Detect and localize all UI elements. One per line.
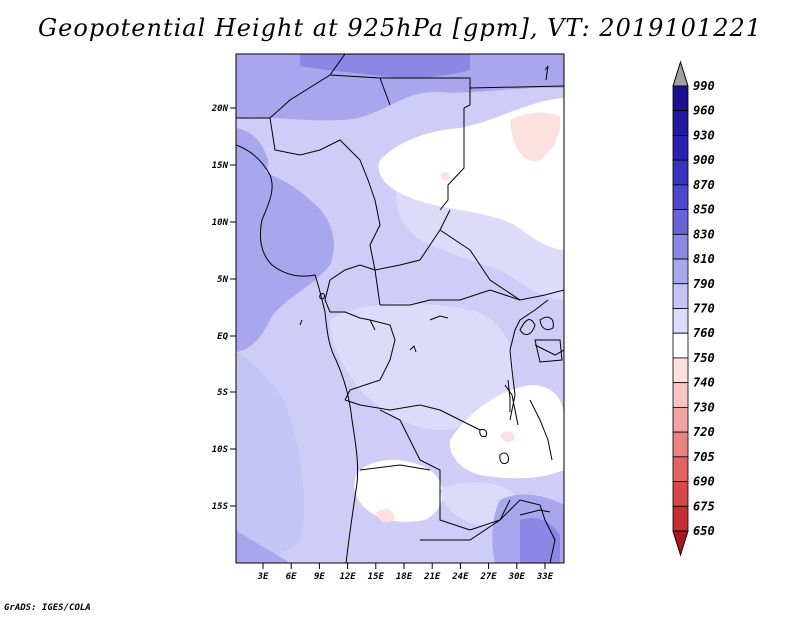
lon-label: 27E — [479, 572, 497, 582]
lat-label: 5N — [217, 275, 228, 285]
colorbar-label: 750 — [693, 351, 715, 365]
colorbar-label: 690 — [693, 475, 715, 489]
colorbar-segment — [672, 233, 689, 260]
grads-credit: GrADS: IGES/COLA — [4, 603, 91, 613]
lat-label: 10S — [212, 445, 229, 455]
boundaries — [236, 54, 564, 563]
field-west-high — [236, 160, 334, 352]
colorbar-segment — [672, 258, 689, 285]
colorbar-label: 850 — [693, 203, 715, 217]
colorbar-segment — [672, 135, 689, 161]
lon-label: 12E — [339, 572, 356, 582]
colorbar-label: 740 — [693, 376, 715, 390]
colorbar-label: 830 — [693, 227, 715, 241]
colorbar-segment — [672, 159, 689, 186]
colorbar-label: 730 — [693, 400, 715, 414]
latitude-axis: 20N 15N 10N 5N EQ 5S 10S 15S — [211, 104, 236, 512]
colorbar-segment — [672, 505, 689, 532]
colorbar-label: 770 — [693, 302, 715, 316]
colorbar-segment — [672, 431, 689, 458]
lon-label: 3E — [257, 572, 269, 582]
longitude-axis: 3E 6E 9E 12E 15E 18E 21E 24E 27E 30E 33E — [257, 563, 554, 582]
lon-label: 33E — [536, 572, 554, 582]
colorbar-label: 790 — [693, 277, 715, 291]
colorbar-label: 990 — [693, 79, 715, 93]
colorbar-segment — [672, 184, 689, 211]
colorbar-segment — [672, 456, 689, 482]
lon-label: 21E — [423, 572, 441, 582]
colorbar-label: 720 — [693, 425, 715, 439]
colorbar-label: 810 — [693, 252, 715, 266]
colorbar-segment — [672, 209, 689, 235]
colorbar-segment — [672, 308, 689, 334]
lat-label: 20N — [211, 104, 229, 114]
colorbar-label: 705 — [693, 450, 715, 464]
colorbar-segment — [672, 85, 689, 112]
lon-label: 15E — [368, 572, 385, 582]
map-frame — [235, 53, 565, 564]
field-north-high — [236, 54, 564, 121]
colorbar-label: 900 — [693, 153, 715, 167]
colorbar-segment — [672, 332, 689, 359]
colorbar-segment — [672, 481, 689, 507]
lat-label: 15N — [212, 161, 229, 171]
colorbar-label: 960 — [693, 104, 715, 118]
lon-label: 30E — [508, 572, 526, 582]
colorbar-segment — [672, 283, 689, 309]
colorbar-segment — [672, 406, 689, 433]
lat-label: 15S — [212, 502, 229, 512]
lat-label: EQ — [217, 332, 228, 342]
colorbar-segment — [672, 382, 689, 408]
colorbar-over-triangle — [672, 60, 689, 87]
lon-label: 24E — [451, 572, 469, 582]
colorbar-segment — [672, 110, 689, 136]
height-field — [236, 54, 564, 563]
colorbar-segment — [672, 357, 689, 384]
lat-label: 10N — [212, 218, 229, 228]
colorbar-label: 675 — [693, 499, 715, 513]
colorbar: 990 960 930 900 870 850 830 810 790 770 760 750 740 7… — [672, 60, 715, 557]
colorbar-under-triangle — [672, 530, 689, 557]
lon-label: 6E — [286, 572, 297, 582]
colorbar-label: 870 — [693, 178, 715, 192]
colorbar-label: 760 — [693, 326, 715, 340]
colorbar-label: 650 — [693, 524, 715, 538]
map-title: Geopotential Height at 925hPa [gpm], VT:… — [38, 14, 762, 42]
lon-label: 18E — [396, 572, 413, 582]
colorbar-label: 930 — [693, 128, 715, 142]
lat-label: 5S — [217, 388, 228, 398]
lon-label: 9E — [314, 572, 325, 582]
